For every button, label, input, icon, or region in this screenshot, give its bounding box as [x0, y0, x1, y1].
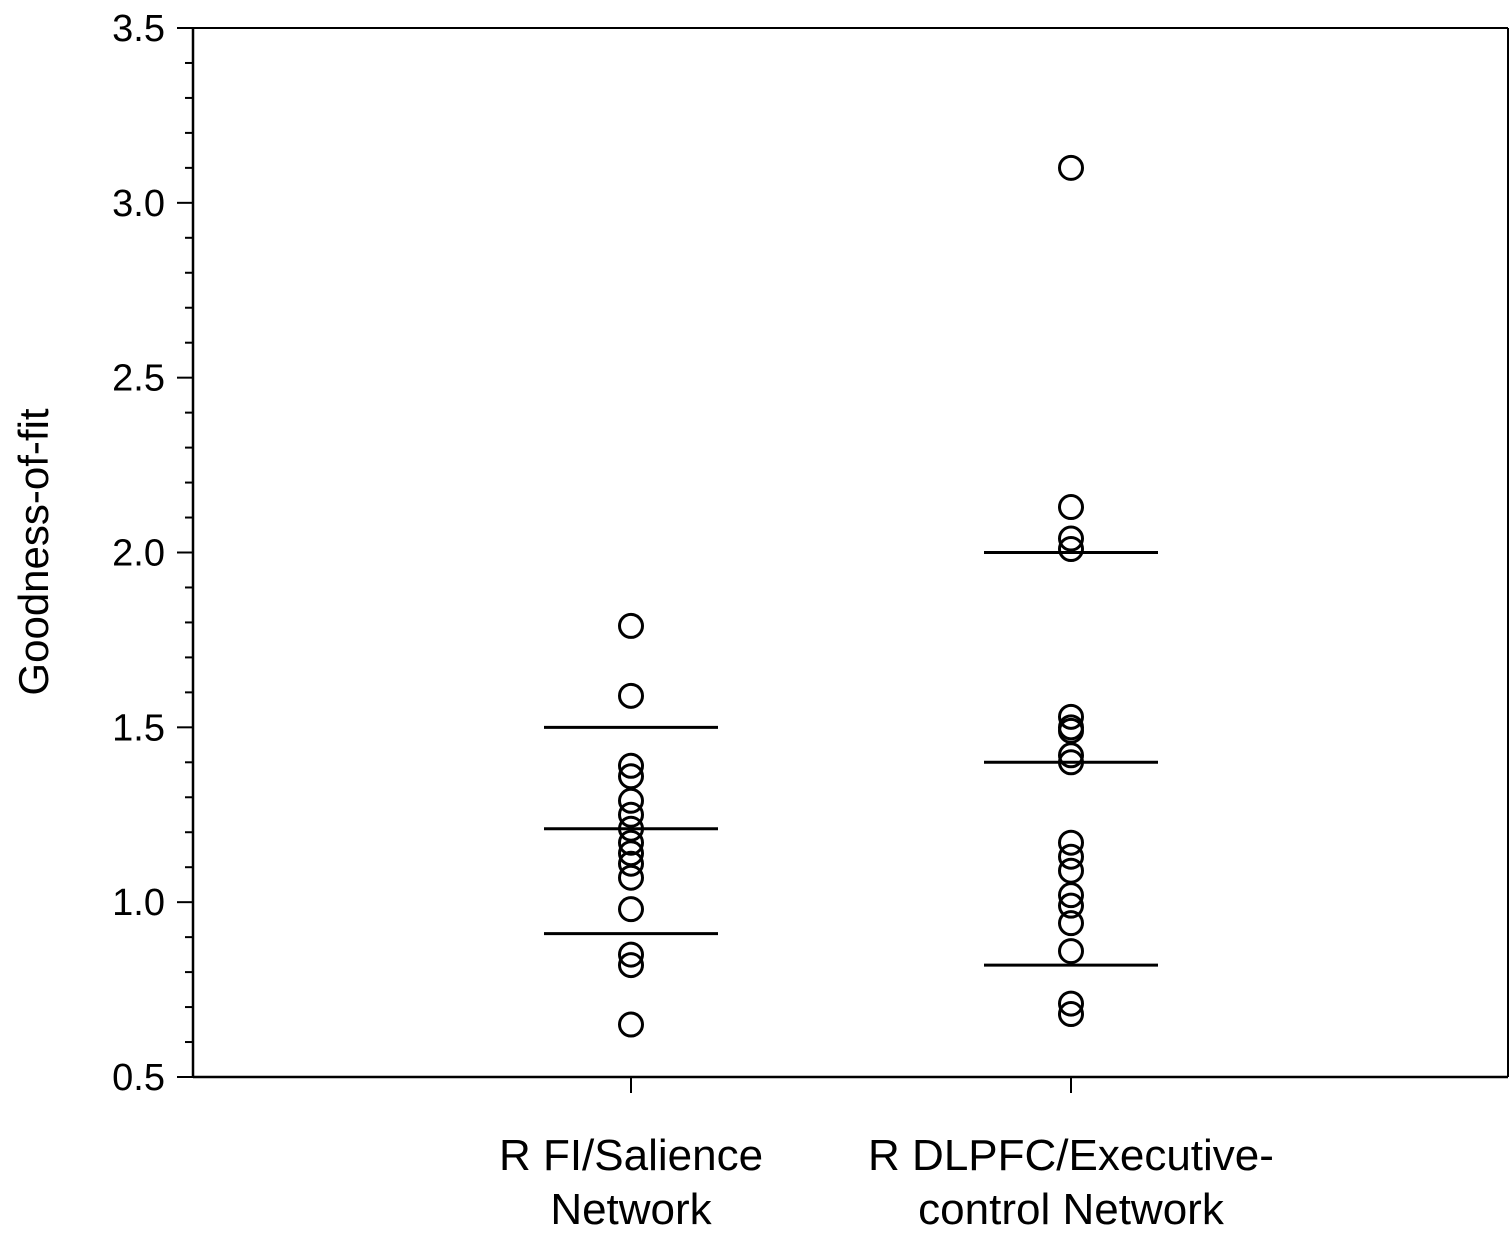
data-point: [1058, 892, 1084, 919]
data-point: [1058, 990, 1084, 1017]
x-category-labels: R FI/Salience Network R DLPFC/Executive-co…: [499, 1131, 1274, 1234]
y-tick-label: 3.5: [112, 8, 165, 50]
data-point: [1058, 843, 1084, 870]
data-point: [1058, 154, 1084, 181]
data-point: [1058, 857, 1084, 884]
x-axis: [630, 1077, 1072, 1093]
data-point: [1058, 703, 1084, 730]
data-point: [1058, 882, 1084, 909]
plot-frame: [191, 27, 1509, 1079]
data-point: [1058, 742, 1084, 769]
data-point: [618, 1011, 644, 1038]
x-category-label: R FI/Salience: [499, 1131, 763, 1180]
data-point: [618, 896, 644, 923]
data-point: [618, 787, 644, 814]
data-point: [618, 801, 644, 828]
y-tick-label: 2.5: [112, 358, 165, 400]
y-tick-label: 0.5: [112, 1057, 165, 1099]
y-tick-label: 2.0: [112, 533, 165, 575]
x-category-label: R DLPFC/Executive-: [868, 1131, 1274, 1180]
summary-lines: [544, 551, 1158, 967]
x-category-label: control Network: [918, 1185, 1225, 1234]
y-axis-title: Goodness-of-fit: [10, 408, 57, 695]
data-point: [1058, 536, 1084, 563]
data-point: [618, 752, 644, 779]
data-points: [618, 154, 1084, 1038]
y-axis: 0.5 1.0 1.5 2.0 2.5 3.0 3.5: [112, 8, 193, 1099]
y-tick-label: 3.0: [112, 183, 165, 225]
data-point: [1058, 829, 1084, 856]
data-point: [618, 864, 644, 891]
data-point: [1058, 1001, 1084, 1028]
data-point: [618, 941, 644, 968]
y-tick-label: 1.5: [112, 707, 165, 749]
data-point: [1058, 938, 1084, 965]
data-point: [1058, 525, 1084, 552]
data-point: [618, 850, 644, 877]
data-point: [618, 682, 644, 709]
data-point: [1058, 494, 1084, 521]
data-point: [618, 829, 644, 856]
data-point: [618, 612, 644, 639]
x-category-label: Network: [550, 1185, 712, 1234]
data-point: [1058, 749, 1084, 776]
data-point: [1058, 910, 1084, 937]
data-point: [618, 952, 644, 979]
y-tick-label: 1.0: [112, 882, 165, 924]
